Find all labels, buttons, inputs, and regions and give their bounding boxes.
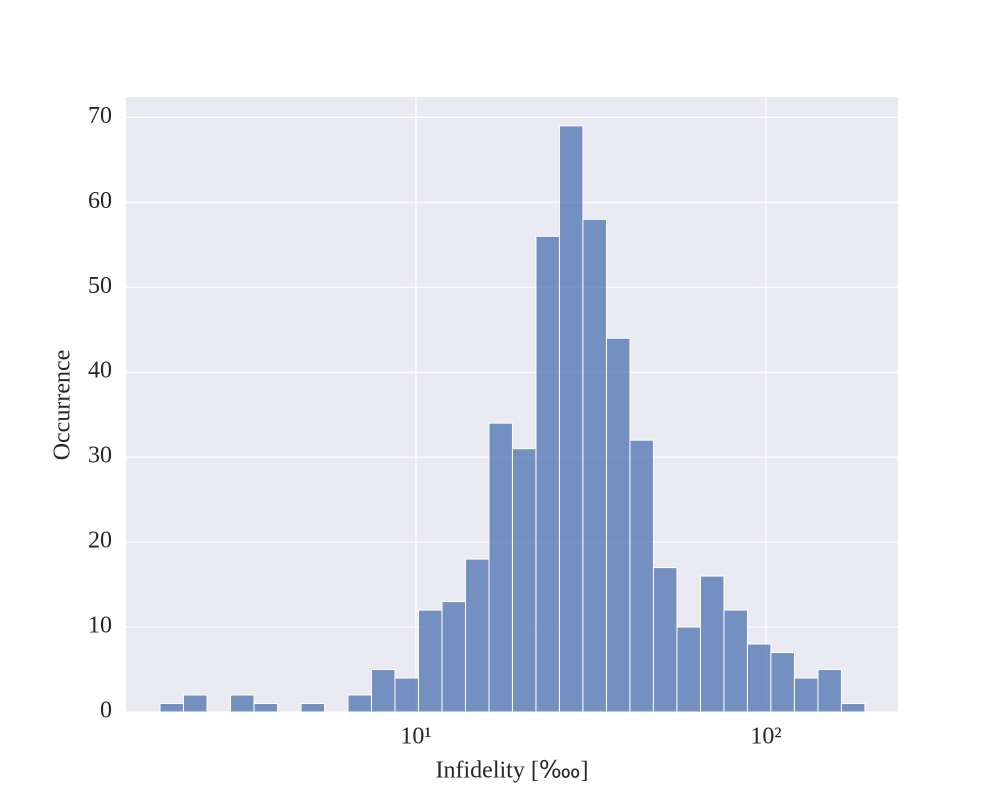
bar xyxy=(159,703,184,713)
bar xyxy=(464,558,490,713)
bar xyxy=(370,669,396,713)
bar xyxy=(253,703,279,713)
y-tick-label: 20 xyxy=(88,528,112,554)
bar xyxy=(229,694,255,713)
bar xyxy=(652,567,678,713)
bar xyxy=(182,694,208,713)
bar xyxy=(511,448,537,713)
bar xyxy=(488,422,513,713)
bar xyxy=(605,337,631,713)
y-tick-label: 30 xyxy=(88,443,112,469)
x-tick-label: 10² xyxy=(750,724,781,750)
bar xyxy=(746,643,772,713)
y-tick-label: 10 xyxy=(88,613,112,639)
bar xyxy=(817,669,842,713)
y-tick-label: 60 xyxy=(88,188,112,214)
bar xyxy=(347,694,372,713)
y-tick-label: 50 xyxy=(88,273,112,299)
bar xyxy=(676,626,701,713)
bar xyxy=(770,652,795,713)
y-tick-label: 0 xyxy=(100,698,112,724)
y-axis-label: Occurrence xyxy=(50,350,76,461)
bar xyxy=(417,609,443,713)
bar xyxy=(394,677,419,713)
bar xyxy=(582,218,607,713)
bar xyxy=(629,439,654,713)
y-tick-label: 40 xyxy=(88,358,112,384)
bar xyxy=(723,609,748,713)
bar xyxy=(840,703,866,713)
x-tick-label: 10¹ xyxy=(400,724,431,750)
bar xyxy=(441,601,466,713)
bar xyxy=(300,703,326,713)
bar xyxy=(699,575,725,713)
bar xyxy=(558,125,584,713)
bar xyxy=(793,677,819,713)
bar xyxy=(535,235,560,713)
x-axis-label: Infidelity [‱] xyxy=(436,758,589,784)
y-tick-label: 70 xyxy=(88,103,112,129)
